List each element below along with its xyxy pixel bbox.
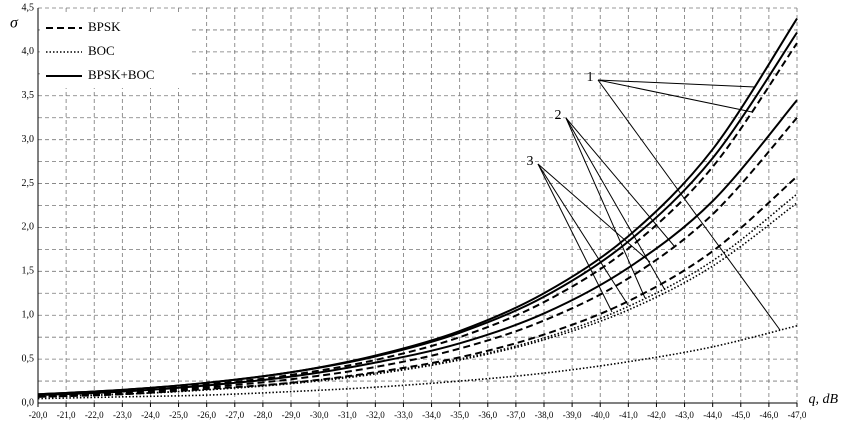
x-tick-label: -26,0	[197, 410, 216, 420]
group-pointer	[537, 163, 629, 306]
x-tick-label: -29,0	[282, 410, 301, 420]
series-line	[37, 175, 798, 398]
x-tick-label: -28,0	[254, 410, 273, 420]
x-tick-label: -39,0	[563, 410, 582, 420]
legend: BPSK BOC BPSK+BOC	[40, 12, 190, 88]
series-line	[37, 32, 798, 396]
y-tick-label: 0,5	[22, 353, 35, 364]
y-tick-label: 3,5	[22, 90, 35, 101]
x-tick-label: -43,0	[675, 410, 694, 420]
x-tick-label: -40,0	[591, 410, 610, 420]
legend-label: BPSK	[88, 19, 121, 34]
x-tick-label: -42,0	[647, 410, 666, 420]
x-tick-label: -22,0	[85, 410, 104, 420]
y-tick-label: 4,5	[22, 2, 35, 13]
x-tick-label: -27,0	[225, 410, 244, 420]
x-tick-label: -31,0	[338, 410, 357, 420]
group-label: 3	[527, 154, 534, 169]
y-tick-label: 1,0	[22, 310, 35, 321]
y-tick-label: 4,0	[22, 46, 35, 57]
series-line	[37, 324, 798, 400]
y-tick-label: 2,5	[22, 178, 35, 189]
group-pointer	[537, 163, 651, 263]
y-tick-label: 2,0	[22, 222, 35, 233]
series-line	[37, 202, 798, 398]
group-pointer	[565, 117, 666, 291]
x-tick-label: -20,0	[29, 410, 48, 420]
x-tick-label: -30,0	[310, 410, 329, 420]
x-tick-label: -44,0	[703, 410, 722, 420]
x-tick-label: -35,0	[450, 410, 469, 420]
x-tick-label: -24,0	[141, 410, 160, 420]
group-pointer	[565, 117, 676, 248]
x-tick-label: -47,0	[788, 410, 807, 420]
y-tick-label: 3,0	[22, 134, 35, 145]
x-tick-label: -37,0	[507, 410, 526, 420]
group-pointer	[565, 117, 646, 299]
x-tick-label: -45,0	[731, 410, 750, 420]
x-tick-label: -36,0	[478, 410, 497, 420]
x-tick-label: -46,0	[760, 410, 779, 420]
x-tick-label: -21,0	[57, 410, 76, 420]
group-pointer	[597, 79, 781, 331]
x-tick-label: -23,0	[113, 410, 132, 420]
group-label: 2	[555, 108, 562, 123]
series-line	[37, 193, 798, 398]
x-tick-label: -34,0	[422, 410, 441, 420]
group-pointer	[597, 79, 756, 88]
group-label: 1	[587, 70, 594, 85]
x-axis-label: q, dB	[808, 392, 838, 407]
y-tick-label: 1,5	[22, 266, 35, 277]
series-line	[37, 99, 798, 397]
x-tick-label: -41,0	[619, 410, 638, 420]
group-pointer	[537, 163, 613, 313]
y-axis-label: σ	[10, 15, 19, 32]
y-tick-label: 0,0	[22, 397, 35, 408]
x-tick-label: -38,0	[535, 410, 554, 420]
x-tick-label: -32,0	[366, 410, 385, 420]
group-pointer	[597, 79, 753, 113]
x-tick-label: -25,0	[169, 410, 188, 420]
legend-label: BOC	[88, 43, 115, 58]
legend-label: BPSK+BOC	[88, 67, 155, 82]
x-tick-label: -33,0	[394, 410, 413, 420]
